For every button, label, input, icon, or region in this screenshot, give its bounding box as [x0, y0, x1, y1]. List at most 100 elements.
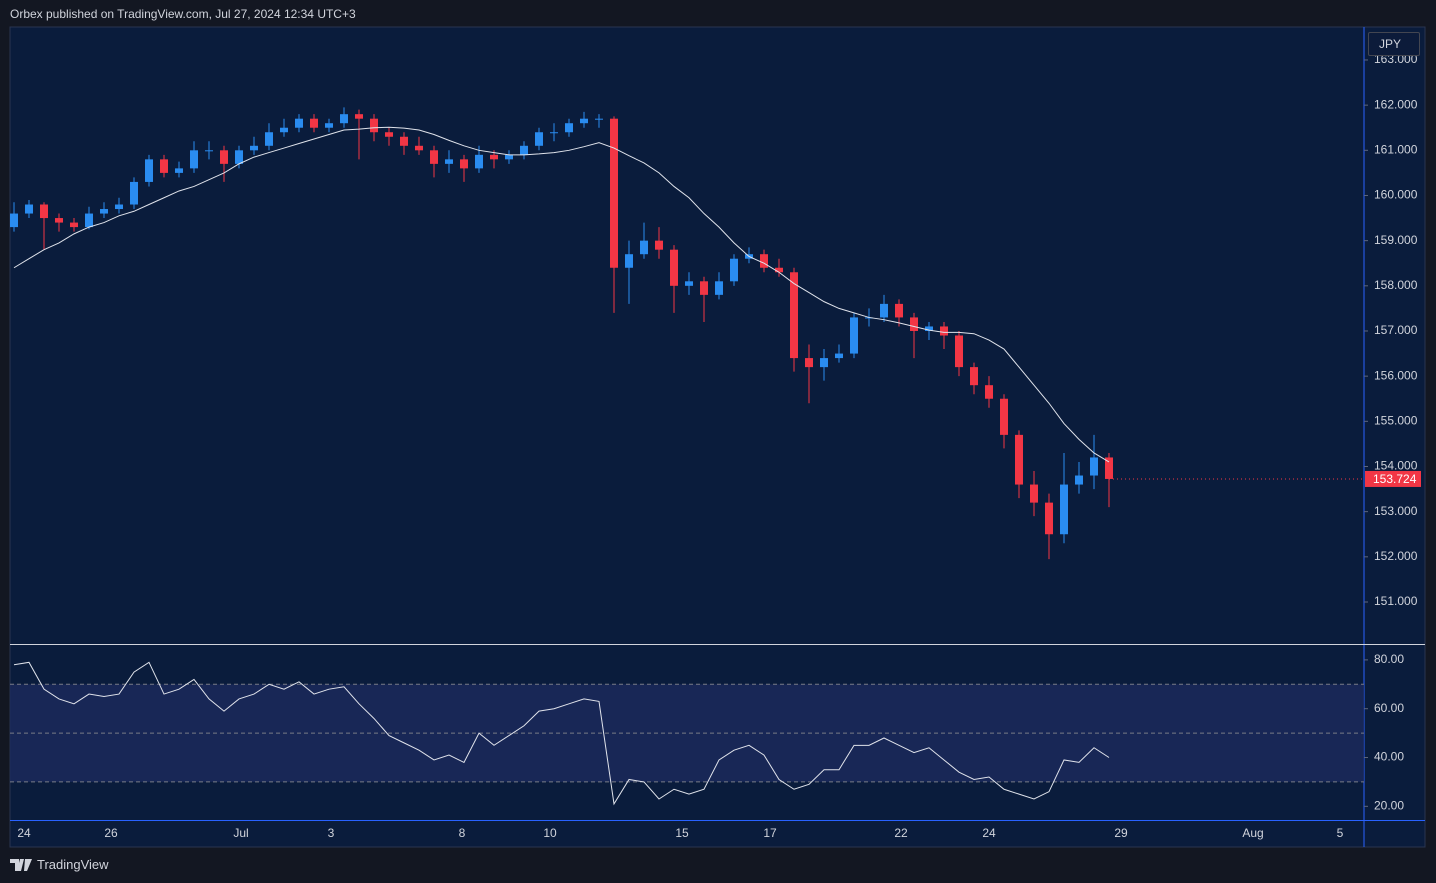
candle-body	[955, 335, 963, 368]
candle-body	[205, 150, 213, 152]
last-price-tag	[1365, 470, 1421, 487]
y-tick-label: 155.000	[1374, 413, 1418, 427]
y-tick-label: 20.00	[1374, 799, 1404, 813]
currency-button[interactable]: JPY	[1368, 32, 1420, 56]
brand-name: TradingView	[37, 857, 109, 872]
candle-body	[235, 150, 243, 164]
y-tick-label: 40.00	[1374, 750, 1404, 764]
candle-body	[220, 150, 228, 164]
y-tick-label: 156.000	[1374, 368, 1418, 382]
x-tick-label: Aug	[1242, 826, 1263, 840]
candle-body	[400, 136, 408, 146]
candle-body	[1060, 484, 1068, 535]
candle-body	[430, 150, 438, 164]
candle-body	[520, 145, 528, 155]
candle-body	[985, 385, 993, 399]
x-tick-label: 3	[328, 826, 335, 840]
candle-body	[655, 240, 663, 250]
candle-body	[160, 159, 168, 173]
candle-body	[610, 118, 618, 268]
candle-body	[415, 145, 423, 151]
candle-body	[895, 303, 903, 318]
footer: TradingView	[10, 857, 109, 872]
candle-body	[70, 222, 78, 228]
x-tick-label: 24	[17, 826, 31, 840]
candle-body	[790, 272, 798, 359]
candle-body	[835, 353, 843, 359]
candle-body	[190, 150, 198, 169]
candle-body	[340, 114, 348, 124]
x-tick-label: 22	[894, 826, 908, 840]
candle-body	[1045, 502, 1053, 535]
y-tick-label: 151.000	[1374, 594, 1418, 608]
y-tick-label: 157.000	[1374, 323, 1418, 337]
candle-body	[565, 123, 573, 133]
candle-body	[115, 204, 123, 210]
candle-body	[1015, 434, 1023, 485]
candle-body	[130, 181, 138, 205]
y-tick-label: 158.000	[1374, 278, 1418, 292]
moving-average	[13, 126, 1110, 463]
candle-body	[670, 249, 678, 286]
candle-body	[775, 267, 783, 273]
candle-body	[175, 168, 183, 173]
candle-body	[460, 159, 468, 169]
candle-body	[580, 118, 588, 124]
x-tick-label: 24	[982, 826, 996, 840]
candle-body	[475, 154, 483, 169]
brand-logo	[10, 858, 32, 871]
candle-body	[730, 258, 738, 282]
candle-body	[310, 118, 318, 128]
candle-body	[1105, 457, 1113, 479]
candle-body	[820, 358, 828, 368]
candle-body	[40, 204, 48, 219]
x-tick-label: 8	[459, 826, 466, 840]
candle-body	[55, 218, 63, 223]
candle-body	[595, 118, 603, 120]
last-price-label: 153.724	[1373, 472, 1417, 486]
candle-body	[850, 317, 858, 354]
candle-body	[625, 254, 633, 268]
candle-body	[970, 367, 978, 386]
candle-body	[370, 118, 378, 133]
candle-body	[715, 281, 723, 295]
x-tick-label: 17	[763, 826, 777, 840]
candle-body	[25, 204, 33, 214]
x-tick-label: 10	[543, 826, 557, 840]
x-tick-label: 26	[104, 826, 118, 840]
candle-body	[685, 281, 693, 286]
y-tick-label: 60.00	[1374, 701, 1404, 715]
candle-body	[325, 123, 333, 128]
y-tick-label: 153.000	[1374, 504, 1418, 518]
candle-body	[1090, 457, 1098, 476]
candle-body	[355, 114, 363, 119]
candle-body	[250, 145, 258, 151]
y-tick-label: 80.00	[1374, 652, 1404, 666]
candle-body	[910, 317, 918, 331]
y-tick-label: 152.000	[1374, 549, 1418, 563]
candle-body	[700, 281, 708, 295]
candle-body	[1075, 475, 1083, 485]
candle-body	[880, 303, 888, 318]
candle-body	[805, 358, 813, 368]
candle-body	[85, 213, 93, 228]
candle-body	[535, 132, 543, 146]
candle-body	[640, 240, 648, 255]
rsi-line	[13, 661, 1110, 806]
candle-body	[1000, 398, 1008, 435]
candle-body	[100, 209, 108, 214]
y-tick-label: 159.000	[1374, 233, 1418, 247]
y-tick-label: 161.000	[1374, 142, 1418, 156]
candle-body	[280, 127, 288, 133]
candle-body	[505, 154, 513, 160]
x-tick-label: 5	[1337, 826, 1344, 840]
y-tick-label: 160.000	[1374, 188, 1418, 202]
x-tick-label: 15	[675, 826, 689, 840]
x-tick-label: Jul	[233, 826, 248, 840]
candle-body	[10, 213, 18, 228]
candle-body	[145, 159, 153, 182]
candle-body	[385, 132, 393, 137]
x-tick-label: 29	[1114, 826, 1128, 840]
